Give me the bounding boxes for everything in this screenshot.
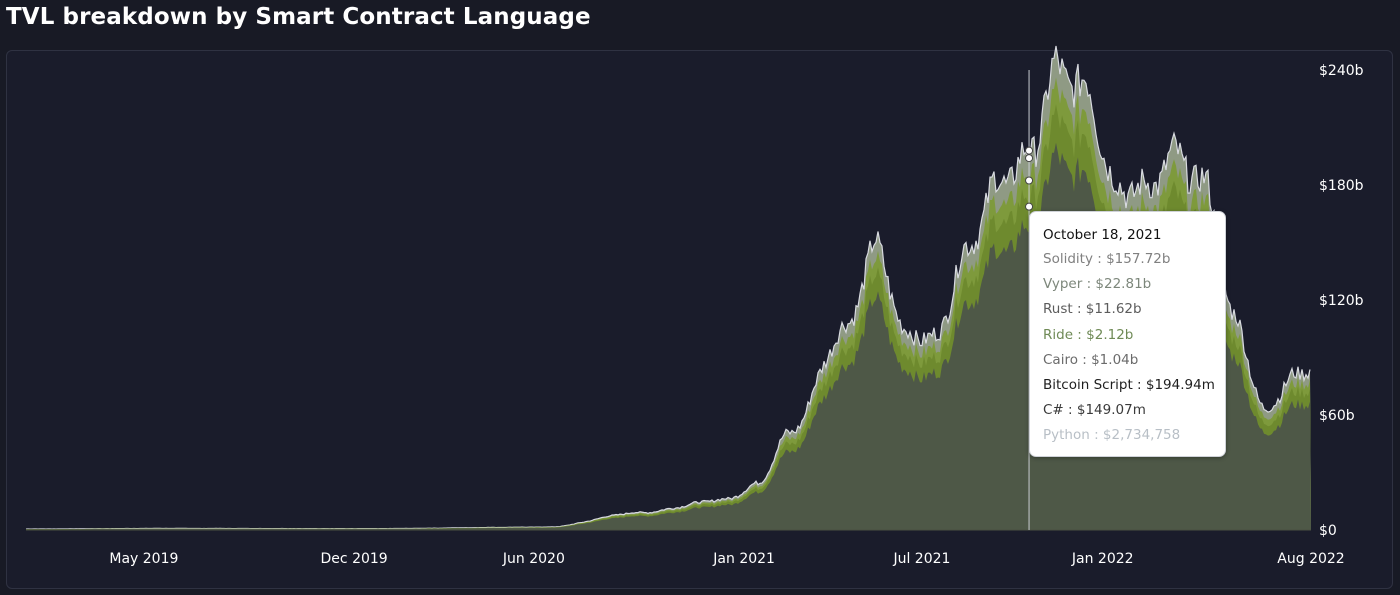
chart-tooltip: October 18, 2021 Solidity : $157.72b Vyp… xyxy=(1029,211,1226,457)
series-area-layer-3 xyxy=(26,142,1311,531)
hover-point-0 xyxy=(1025,146,1034,155)
tooltip-row-csharp: C# : $149.07m xyxy=(1043,402,1146,419)
x-tick-label: Jan 2021 xyxy=(712,551,775,567)
tooltip-row-ride: Ride : $2.12b xyxy=(1043,326,1134,343)
tooltip-row-vyper: Vyper : $22.81b xyxy=(1043,276,1152,293)
y-tick-label: $60b xyxy=(1319,408,1355,424)
page-title: TVL breakdown by Smart Contract Language xyxy=(6,4,591,30)
hover-point-1 xyxy=(1025,154,1034,163)
x-tick-label: Jan 2022 xyxy=(1071,551,1134,567)
y-tick-label: $240b xyxy=(1319,63,1364,79)
tooltip-row-python: Python : $2,734,758 xyxy=(1043,427,1181,444)
x-tick-label: Dec 2019 xyxy=(321,551,388,567)
total-outline-line xyxy=(25,45,1311,530)
tooltip-row-bitcoin-script: Bitcoin Script : $194.94m xyxy=(1043,376,1215,393)
x-tick-label: Aug 2022 xyxy=(1277,551,1344,567)
tooltip-row-solidity: Solidity : $157.72b xyxy=(1043,251,1171,267)
tooltip-date: October 18, 2021 xyxy=(1043,227,1162,243)
tooltip-row-rust: Rust : $11.62b xyxy=(1043,301,1142,318)
hover-point-2 xyxy=(1025,176,1034,185)
y-tick-label: $120b xyxy=(1319,293,1364,309)
x-tick-label: May 2019 xyxy=(109,551,178,567)
y-tick-label: $0 xyxy=(1319,523,1337,539)
y-tick-label: $180b xyxy=(1319,178,1364,194)
x-tick-label: Jun 2020 xyxy=(502,551,565,567)
x-tick-label: Jul 2021 xyxy=(892,551,950,567)
hover-point-3 xyxy=(1025,202,1034,211)
tooltip-row-cairo: Cairo : $1.04b xyxy=(1043,351,1139,368)
